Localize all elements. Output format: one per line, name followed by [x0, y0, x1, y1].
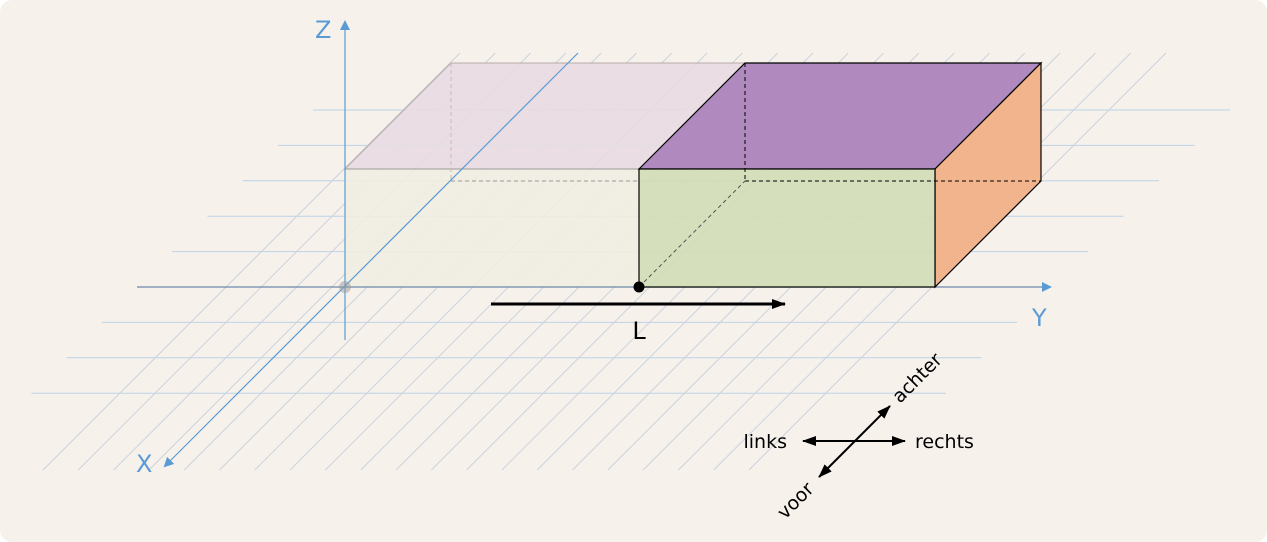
grid-line-diagonal	[42, 52, 461, 471]
origin-point	[339, 281, 351, 293]
ghost-front-face	[344, 168, 640, 288]
start-point	[633, 281, 645, 293]
front-back-arrow	[818, 405, 891, 478]
box-front-face	[638, 168, 936, 288]
box-hidden-edge	[638, 180, 746, 288]
compass-right-label: rechts	[915, 431, 974, 453]
length-label: L	[632, 317, 646, 345]
compass-left-label: links	[743, 431, 787, 453]
x-axis	[163, 52, 579, 468]
z-axis-label: Z	[315, 16, 331, 44]
y-axis-label: Y	[1031, 304, 1047, 332]
x-axis-label: X	[136, 450, 152, 478]
